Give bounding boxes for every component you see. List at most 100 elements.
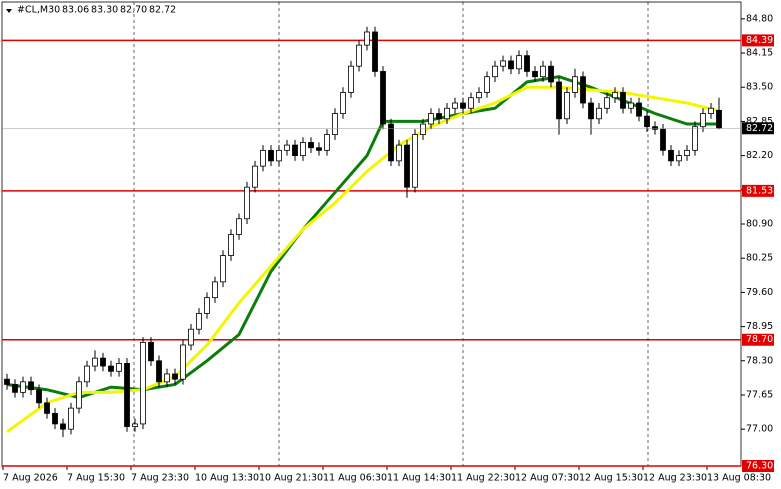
candle-body bbox=[52, 412, 58, 425]
moving-average bbox=[6, 85, 720, 434]
y-tick-label: 82.85 bbox=[746, 116, 773, 127]
y-tick-label: 78.95 bbox=[746, 321, 773, 332]
candle-body bbox=[92, 357, 98, 367]
menu-arrow bbox=[6, 9, 12, 13]
current-price-label: 82.72 bbox=[746, 123, 773, 134]
candle-body bbox=[468, 97, 474, 109]
candle-body bbox=[660, 128, 666, 151]
candle-body bbox=[404, 144, 410, 188]
candle-body bbox=[132, 423, 138, 427]
chart-title: #CL,M30 bbox=[17, 5, 60, 16]
candle-body bbox=[580, 76, 586, 104]
candle-body bbox=[316, 147, 322, 151]
x-tick-label: 12 Aug 07:30 bbox=[515, 473, 579, 484]
candle-body bbox=[204, 297, 210, 314]
candle-body bbox=[588, 102, 594, 120]
candle-body bbox=[212, 281, 218, 299]
level-label: 78.70 bbox=[746, 334, 773, 345]
candle-body bbox=[300, 142, 306, 157]
candle-body bbox=[460, 102, 466, 109]
candle-body bbox=[268, 149, 274, 162]
x-tick-label: 7 Aug 2026 bbox=[3, 473, 58, 484]
candle-body bbox=[348, 65, 354, 93]
candle-body bbox=[684, 149, 690, 157]
candle-body bbox=[60, 423, 66, 430]
candle-body bbox=[636, 102, 642, 117]
candle-body bbox=[532, 71, 538, 78]
candle-body bbox=[276, 149, 282, 162]
candle-body bbox=[700, 113, 706, 128]
y-tick-label: 77.65 bbox=[746, 389, 773, 400]
candle-body bbox=[516, 55, 522, 70]
candle-body bbox=[84, 365, 90, 383]
candle-body bbox=[20, 381, 26, 393]
candle-body bbox=[156, 360, 162, 383]
x-tick-label: 11 Aug 06:30 bbox=[323, 473, 387, 484]
candle-body bbox=[36, 389, 42, 404]
candle-body bbox=[196, 313, 202, 330]
candle-body bbox=[236, 218, 242, 235]
y-tick-label: 80.90 bbox=[746, 219, 773, 230]
candle-body bbox=[148, 341, 154, 362]
header-value: 82.72 bbox=[149, 5, 176, 16]
candle-body bbox=[140, 341, 146, 425]
candle-body bbox=[420, 123, 426, 135]
candle-body bbox=[188, 328, 194, 346]
candle-body bbox=[108, 365, 114, 372]
x-tick-label: 11 Aug 14:30 bbox=[387, 473, 451, 484]
y-tick-label: 77.00 bbox=[746, 424, 773, 435]
candle-body bbox=[644, 115, 650, 128]
candle-body bbox=[444, 107, 450, 120]
y-tick-label: 84.80 bbox=[746, 13, 773, 24]
candle-body bbox=[4, 378, 10, 385]
candle-body bbox=[252, 165, 258, 188]
candle-body bbox=[356, 44, 362, 67]
candle-body bbox=[292, 144, 298, 157]
y-tick-label: 78.30 bbox=[746, 355, 773, 366]
candle-body bbox=[476, 92, 482, 99]
plot-frame bbox=[1, 1, 742, 467]
candle-body bbox=[612, 92, 618, 99]
header-value: 83.06 bbox=[62, 5, 89, 16]
level-label: 81.53 bbox=[746, 185, 773, 196]
candle-body bbox=[388, 123, 394, 162]
candle-body bbox=[68, 407, 74, 430]
x-tick-label: 10 Aug 21:30 bbox=[259, 473, 323, 484]
candle-body bbox=[260, 149, 266, 167]
level-label-box bbox=[742, 460, 774, 472]
candle-body bbox=[596, 107, 602, 120]
level-label-box bbox=[742, 333, 774, 346]
x-tick-label: 12 Aug 23:30 bbox=[643, 473, 707, 484]
candle-body bbox=[244, 186, 250, 220]
x-tick-label: 12 Aug 15:30 bbox=[579, 473, 643, 484]
candle-body bbox=[676, 155, 682, 162]
y-tick-label: 82.20 bbox=[746, 150, 773, 161]
candle-body bbox=[44, 402, 50, 414]
candle-body bbox=[484, 76, 490, 93]
candle-body bbox=[524, 55, 530, 72]
candle-body bbox=[116, 363, 122, 372]
candle-body bbox=[12, 384, 18, 393]
y-tick-label: 84.15 bbox=[746, 48, 773, 59]
level-label-box bbox=[742, 184, 774, 197]
candle-body bbox=[692, 126, 698, 151]
y-tick-label: 80.25 bbox=[746, 253, 773, 264]
candle-body bbox=[708, 107, 714, 114]
candle-body bbox=[564, 92, 570, 120]
candle-body bbox=[452, 102, 458, 109]
x-tick-label: 7 Aug 15:30 bbox=[67, 473, 125, 484]
candle-body bbox=[284, 144, 290, 151]
y-tick-label: 83.50 bbox=[746, 82, 773, 93]
candle-body bbox=[436, 113, 442, 120]
candle-body bbox=[172, 373, 178, 380]
candle-body bbox=[396, 144, 402, 162]
x-tick-label: 10 Aug 13:30 bbox=[195, 473, 259, 484]
candle-body bbox=[556, 81, 562, 120]
candle-body bbox=[548, 65, 554, 83]
candle-body bbox=[500, 60, 506, 67]
level-label-box bbox=[742, 34, 774, 47]
x-tick-label: 13 Aug 08:30 bbox=[707, 473, 771, 484]
candle-body bbox=[164, 373, 170, 383]
candle-body bbox=[332, 113, 338, 135]
